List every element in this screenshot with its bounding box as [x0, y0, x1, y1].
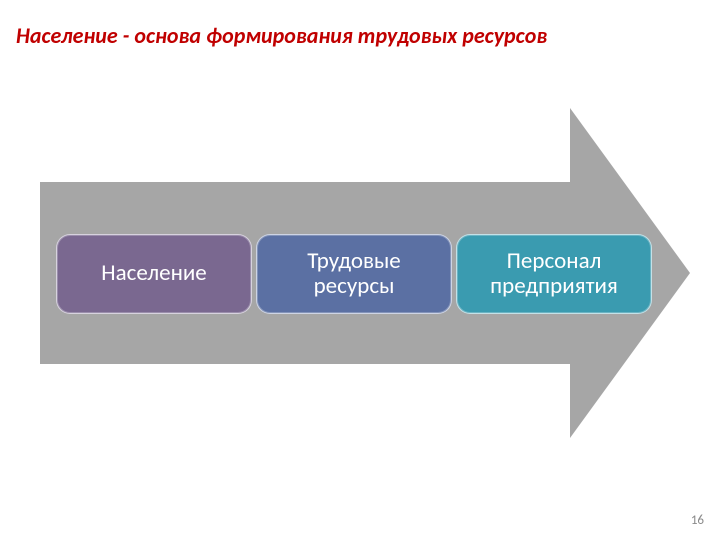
slide: Население - основа формирования трудовых…	[0, 0, 720, 540]
process-arrow: Население Трудовые ресурсы Персонал пред…	[40, 108, 700, 438]
page-number: 16	[691, 513, 704, 528]
box-population: Население	[56, 234, 252, 314]
box-labor-resources: Трудовые ресурсы	[256, 234, 452, 314]
slide-title: Население - основа формирования трудовых…	[16, 22, 547, 49]
process-boxes: Население Трудовые ресурсы Персонал пред…	[56, 234, 652, 314]
box-enterprise-personnel: Персонал предприятия	[456, 234, 652, 314]
